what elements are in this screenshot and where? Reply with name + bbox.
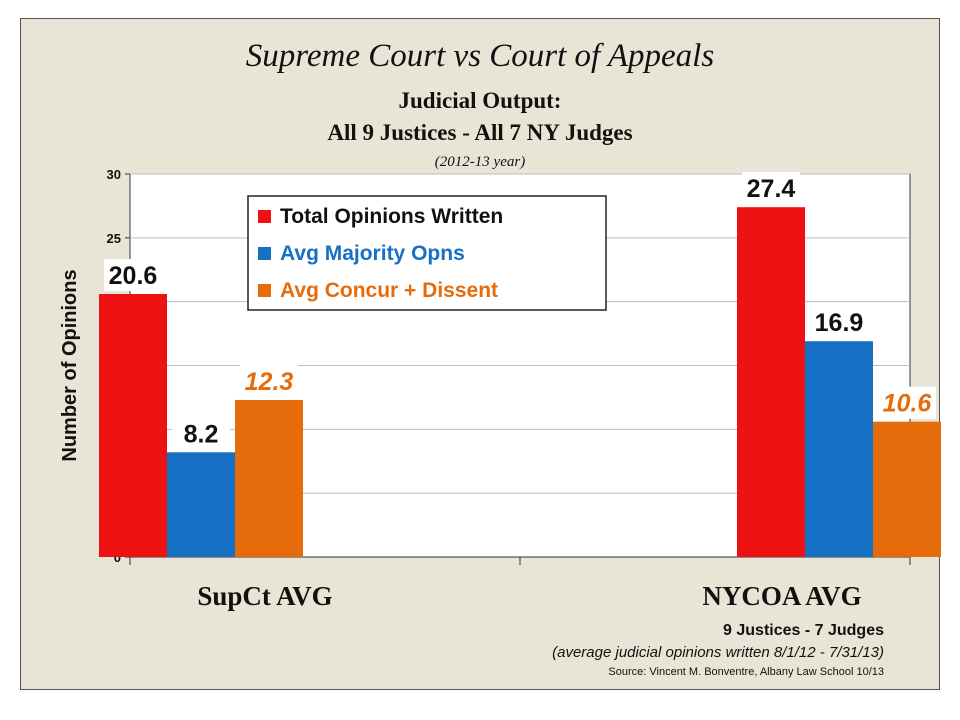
data-label-background <box>810 306 868 339</box>
y-axis-label: Number of Opinions <box>59 269 81 461</box>
legend-box <box>247 195 607 311</box>
data-label: 20.6 <box>109 262 158 290</box>
legend-label: Avg Majority Opns <box>280 242 465 265</box>
legend-label: Total Opinions Written <box>280 205 503 228</box>
chart-subtitle-1: Judicial Output: <box>398 88 562 113</box>
data-label: 16.9 <box>815 309 864 337</box>
data-label-background <box>172 417 230 450</box>
chart-title: Supreme Court vs Court of Appeals <box>245 38 715 74</box>
data-label-background <box>878 386 936 419</box>
category-label: SupCt AVG <box>197 581 332 611</box>
data-label: 27.4 <box>747 175 796 203</box>
data-label: 8.2 <box>184 420 219 448</box>
data-label-background <box>742 172 800 205</box>
bar <box>167 452 235 557</box>
bar <box>99 294 167 557</box>
chart-subtitle-2: All 9 Justices - All 7 NY Judges <box>327 120 633 145</box>
data-label-background <box>240 364 298 397</box>
category-label: NYCOA AVG <box>702 581 861 611</box>
bar <box>805 341 873 557</box>
data-label-background <box>104 259 162 292</box>
footer-source: Source: Vincent M. Bonventre, Albany Law… <box>608 666 884 678</box>
data-label: 10.6 <box>883 390 933 418</box>
data-label: 12.3 <box>245 368 294 396</box>
y-tick-label: 0 <box>114 550 121 565</box>
legend-swatch <box>258 210 271 223</box>
footer-line-2: (average judicial opinions written 8/1/1… <box>552 644 884 661</box>
chart-subtitle-3: (2012-13 year) <box>434 154 526 170</box>
bar <box>737 207 805 557</box>
footer-line-1: 9 Justices - 7 Judges <box>723 622 884 639</box>
bar <box>873 421 941 557</box>
y-tick-label: 30 <box>107 167 121 182</box>
legend-swatch <box>258 247 271 260</box>
legend-label: Avg Concur + Dissent <box>280 279 498 302</box>
legend-swatch <box>258 284 271 297</box>
bar <box>235 399 303 557</box>
y-tick-label: 25 <box>107 231 121 246</box>
